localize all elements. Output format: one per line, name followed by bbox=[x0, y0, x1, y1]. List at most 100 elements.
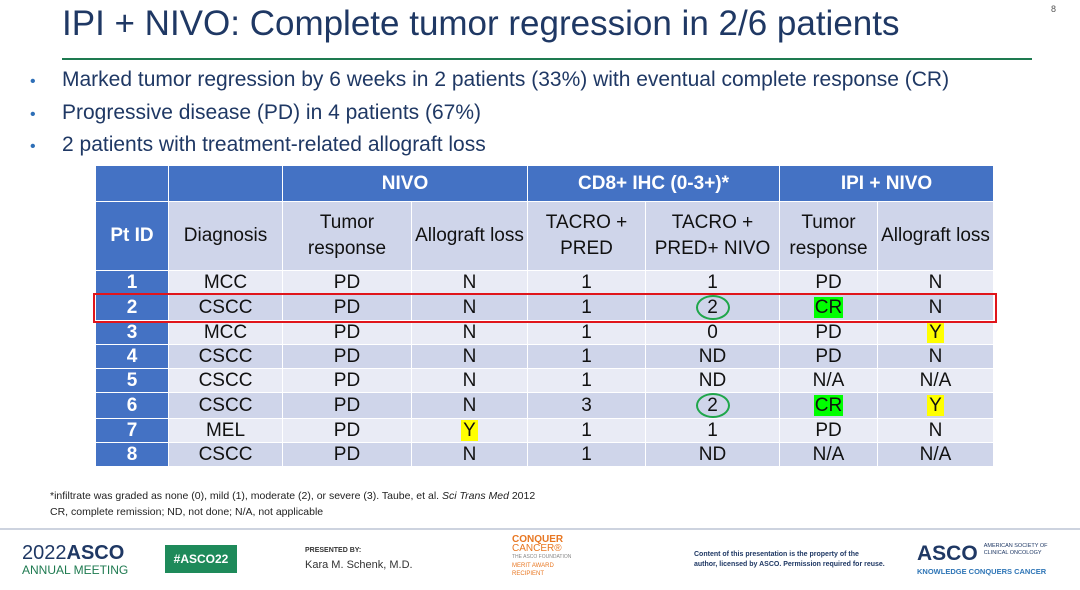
table-row: 2 CSCC PD N 1 2 CR N bbox=[95, 294, 995, 321]
cell-value: 1 bbox=[581, 322, 592, 343]
cell-value: N bbox=[928, 272, 943, 293]
table-cell: N bbox=[410, 368, 529, 393]
table-row: 1 MCC PD N 1 1 PD N bbox=[95, 270, 995, 295]
cell-value: N/A bbox=[919, 444, 952, 465]
cell-value: N/A bbox=[812, 444, 845, 465]
asco-wordmark: ASCO bbox=[917, 542, 978, 565]
cell-value: 8 bbox=[126, 444, 138, 465]
cell-value: 1 bbox=[126, 272, 138, 293]
bullet-item: • 2 patients with treatment-related allog… bbox=[30, 131, 949, 164]
cell-value: 1 bbox=[581, 370, 592, 391]
cell-value: PD bbox=[815, 272, 842, 293]
column-header: Tumor response bbox=[282, 201, 412, 271]
table-cell: N/A bbox=[877, 442, 995, 467]
table-cell: 4 bbox=[95, 344, 169, 369]
table-cell: 3 bbox=[527, 392, 647, 419]
footer-divider bbox=[0, 528, 1080, 530]
footnotes: *infiltrate was graded as none (0), mild… bbox=[50, 488, 535, 520]
table-cell: N bbox=[410, 442, 529, 467]
journal-name: Sci Trans Med bbox=[442, 490, 509, 502]
cell-value: MEL bbox=[205, 420, 246, 441]
highlighted-cr: CR bbox=[813, 297, 844, 318]
cell-value: CSCC bbox=[198, 395, 253, 416]
cell-value: PD bbox=[333, 420, 361, 441]
highlighted-y: Y bbox=[461, 420, 478, 441]
table-cell: N bbox=[877, 418, 995, 443]
cell-value: 1 bbox=[581, 444, 592, 465]
column-header: TACRO + PRED+ NIVO bbox=[645, 201, 781, 271]
cell-value: PD bbox=[333, 272, 361, 293]
table-cell: N bbox=[877, 344, 995, 369]
cell-value: 3 bbox=[126, 322, 138, 343]
cell-value: 3 bbox=[581, 395, 592, 416]
table-cell: CSCC bbox=[168, 392, 283, 419]
cell-value: N bbox=[928, 346, 943, 367]
circled-value: 2 bbox=[695, 295, 730, 320]
cell-value: PD bbox=[815, 322, 842, 343]
table-cell: 0 bbox=[645, 320, 781, 345]
table-cell: CR bbox=[779, 392, 879, 419]
footnote-year: 2012 bbox=[508, 490, 536, 502]
table-cell: ND bbox=[645, 344, 781, 369]
cell-value: ND bbox=[698, 346, 727, 367]
cell-value: 2 bbox=[126, 297, 138, 318]
asco-tagline: KNOWLEDGE CONQUERS CANCER bbox=[917, 567, 1047, 576]
award-line: RECIPIENT bbox=[512, 571, 545, 577]
cell-value: 1 bbox=[581, 297, 592, 318]
table-cell: ND bbox=[645, 442, 781, 467]
conquer-cancer-logo: CONQUER CANCER® THE ASCO FOUNDATION MERI… bbox=[512, 535, 571, 578]
footnote-text: *infiltrate was graded as none (0), mild… bbox=[50, 490, 442, 502]
table-cell: 1 bbox=[527, 368, 647, 393]
table-cell: 6 bbox=[95, 392, 169, 419]
cell-value: PD bbox=[333, 346, 361, 367]
cell-value: ND bbox=[698, 444, 727, 465]
table-cell: Y bbox=[877, 392, 995, 419]
bullet-text: Progressive disease (PD) in 4 patients (… bbox=[62, 100, 482, 124]
table-cell: 1 bbox=[527, 344, 647, 369]
table-cell: MCC bbox=[168, 320, 283, 345]
bullet-item: • Marked tumor regression by 6 weeks in 2… bbox=[30, 66, 949, 99]
logo-year: 2022 bbox=[22, 542, 67, 564]
table-cell: 1 bbox=[645, 418, 781, 443]
cell-value: 0 bbox=[707, 322, 718, 343]
table-cell: 1 bbox=[527, 442, 647, 467]
table-row: 3 MCC PD N 1 0 PD Y bbox=[95, 320, 995, 345]
cell-value: PD bbox=[333, 395, 361, 416]
table-cell: N bbox=[877, 294, 995, 321]
award-line: MERIT AWARD bbox=[512, 563, 554, 569]
asco-logo: ASCO AMERICAN SOCIETY OF CLINICAL ONCOLOG… bbox=[917, 542, 1047, 577]
cell-value: N bbox=[928, 297, 943, 318]
group-header-row: NIVO CD8+ IHC (0-3+)* IPI + NIVO bbox=[95, 165, 995, 202]
presented-by-label: PRESENTED BY: bbox=[305, 547, 362, 554]
table-cell: Y bbox=[410, 418, 529, 443]
cell-value: 1 bbox=[707, 272, 718, 293]
table-cell: CR bbox=[779, 294, 879, 321]
table-cell: N bbox=[410, 320, 529, 345]
presenter-info: PRESENTED BY: Kara M. Schenk, M.D. bbox=[305, 547, 413, 571]
table-row: 6 CSCC PD N 3 2 CR Y bbox=[95, 392, 995, 419]
table-cell: CSCC bbox=[168, 442, 283, 467]
copyright-notice: Content of this presentation is the prop… bbox=[694, 550, 885, 570]
cell-value: N bbox=[462, 297, 477, 318]
cell-value: PD bbox=[815, 420, 842, 441]
empty-header bbox=[95, 165, 169, 202]
table-cell: PD bbox=[282, 368, 412, 393]
table-cell: CSCC bbox=[168, 344, 283, 369]
table-cell: ND bbox=[645, 368, 781, 393]
hashtag-badge: #ASCO22 bbox=[165, 545, 237, 573]
table-cell: PD bbox=[282, 418, 412, 443]
award-line: CANCER® bbox=[512, 543, 562, 554]
column-header: Allograft loss bbox=[410, 201, 529, 271]
cell-value: 1 bbox=[581, 272, 592, 293]
table-cell: N bbox=[410, 294, 529, 321]
cell-value: 5 bbox=[126, 370, 138, 391]
table-row: 7 MEL PD Y 1 1 PD N bbox=[95, 418, 995, 443]
table-cell: N/A bbox=[779, 442, 879, 467]
table-cell: CSCC bbox=[168, 294, 283, 321]
bullet-icon: • bbox=[30, 73, 36, 90]
cell-value: 4 bbox=[126, 346, 138, 367]
bullet-icon: • bbox=[30, 105, 36, 123]
table-cell: N bbox=[410, 270, 529, 295]
cell-value: PD bbox=[333, 370, 361, 391]
cell-value: CSCC bbox=[198, 370, 253, 391]
